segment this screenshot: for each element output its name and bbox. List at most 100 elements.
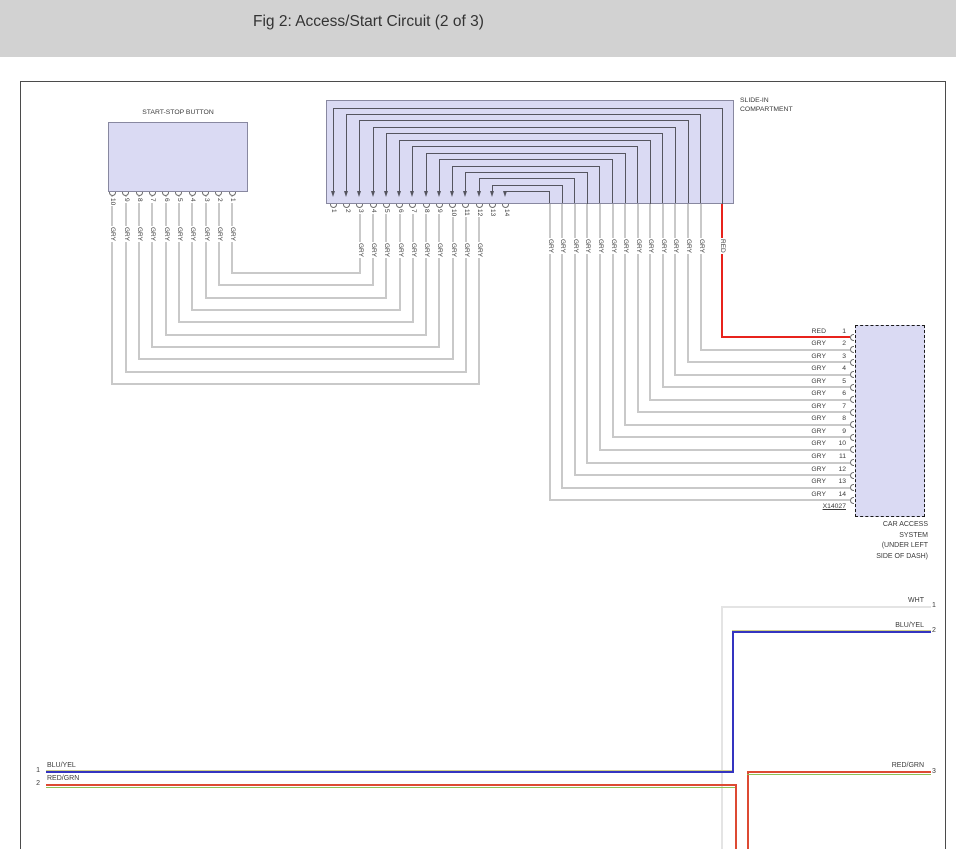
wire-color-label: GRY [811, 402, 826, 410]
wire-color-label: GRY [435, 242, 444, 258]
red-grn-wire-segment [747, 771, 749, 849]
pin-number-label: 4 [188, 197, 197, 203]
wire-color-label: GRY [811, 390, 826, 398]
pin-number-label: 6 [395, 208, 404, 214]
gry-wire-segment [661, 203, 664, 389]
internal-wire-segment [452, 165, 454, 191]
internal-wire-segment [425, 152, 427, 191]
wire-color-label: GRY [201, 226, 210, 242]
gry-wire-segment [636, 411, 850, 414]
gry-wire-segment [138, 195, 140, 361]
wire-color-label: GRY [558, 238, 567, 254]
pin-number-label: 10 [448, 208, 457, 218]
wire-color-label: RED/GRN [891, 762, 924, 769]
internal-wire-segment [674, 126, 676, 204]
wire-color-label: WHT [908, 597, 924, 604]
pin-socket-arc [850, 408, 854, 416]
internal-wire-segment [599, 165, 601, 204]
gry-wire-segment [661, 386, 850, 389]
pin-socket-arc [396, 204, 404, 208]
gry-wire-segment [111, 195, 114, 386]
connector-id-link[interactable]: X14027 [822, 503, 846, 510]
red-grn-wire-segment [747, 771, 931, 773]
gry-wire-segment [111, 383, 481, 386]
pin-number-label: 2 [214, 197, 223, 203]
internal-wire-segment [479, 178, 576, 180]
internal-wire-segment [333, 107, 723, 109]
gry-wire-segment [358, 207, 361, 272]
gry-wire-segment [598, 203, 601, 451]
wire-arrowhead [383, 191, 388, 197]
pin-number-label: 10 [108, 197, 117, 207]
red-grn-wire-segment [46, 784, 737, 786]
red-wire-segment [721, 203, 723, 338]
gry-wire-segment [548, 499, 850, 502]
pin-number-label: 1 [842, 327, 846, 335]
wire-color-label: GRY [811, 478, 826, 486]
pin-socket-arc [382, 204, 390, 208]
pin-number-label: 2 [342, 208, 351, 214]
wire-color-label: GRY [174, 226, 183, 242]
wire-color-label: RED [811, 327, 826, 335]
internal-wire-segment [574, 178, 576, 204]
wire-color-label: GRY [583, 238, 592, 254]
internal-wire-segment [438, 159, 440, 191]
wire-color-label: GRY [633, 238, 642, 254]
gry-wire-segment [177, 195, 180, 324]
pin-number-label: 8 [422, 208, 431, 214]
diagram-border-frame [20, 81, 946, 849]
car-access-system-caption-line: CAR ACCESS [882, 521, 928, 528]
gry-wire-segment [624, 423, 850, 426]
wire-arrowhead [423, 191, 428, 197]
gry-wire-segment [699, 348, 850, 351]
wire-color-label: GRY [355, 242, 364, 258]
internal-wire-segment [465, 172, 588, 173]
wire-arrowhead [476, 191, 481, 197]
gry-wire-segment [586, 203, 589, 464]
gry-wire-segment [573, 203, 576, 477]
internal-wire-segment [426, 152, 626, 154]
pin-number-label: 13 [488, 208, 497, 218]
pin-number-label: 2 [36, 780, 40, 787]
red-wire-segment [721, 336, 850, 338]
start-stop-button-label: START-STOP BUTTON [142, 109, 214, 116]
car-access-system-caption-line: SYSTEM [899, 531, 928, 539]
wire-color-label: GRY [811, 340, 826, 348]
pin-number-label: 12 [475, 208, 484, 218]
gry-wire-segment [611, 436, 850, 439]
gry-wire-segment [438, 207, 441, 347]
car-access-system-caption-line: SIDE OF DASH) [876, 552, 928, 560]
wire-color-label: GRY [188, 226, 197, 242]
pin-number-label: 9 [842, 427, 846, 435]
red-grn-wire-segment [735, 784, 737, 849]
pin-number-label: 1 [36, 767, 40, 774]
blu-yel-wire-segment [732, 631, 734, 771]
wire-arrowhead [410, 191, 415, 197]
wire-color-label: GRY [811, 377, 826, 385]
wire-color-label: GRY [646, 238, 655, 254]
pin-socket-arc [188, 192, 196, 196]
wire-color-label: GRY [658, 238, 667, 254]
figure-title: Fig 2: Access/Start Circuit (2 of 3) [253, 13, 484, 30]
gry-wire-segment [624, 203, 627, 426]
red-grn-wire-segment [46, 787, 737, 788]
internal-wire-segment [439, 159, 614, 161]
pin-number-label: 8 [135, 197, 143, 203]
gry-wire-segment [674, 373, 850, 376]
pin-number-label: 14 [838, 490, 846, 498]
internal-wire-segment [586, 172, 588, 204]
internal-wire-segment [359, 120, 689, 122]
pin-number-label: 9 [121, 197, 130, 203]
gry-wire-segment [204, 296, 388, 299]
internal-wire-segment [721, 107, 723, 204]
internal-wire-segment [505, 191, 551, 193]
gry-wire-segment [124, 195, 127, 373]
wire-arrowhead [489, 191, 494, 197]
internal-wire-segment [399, 139, 401, 191]
wire-color-label: GRY [369, 242, 378, 258]
gry-wire-segment [425, 207, 428, 334]
gry-wire-segment [411, 207, 414, 322]
wire-color-label: GRY [684, 238, 693, 254]
pin-number-label: 7 [148, 197, 157, 203]
